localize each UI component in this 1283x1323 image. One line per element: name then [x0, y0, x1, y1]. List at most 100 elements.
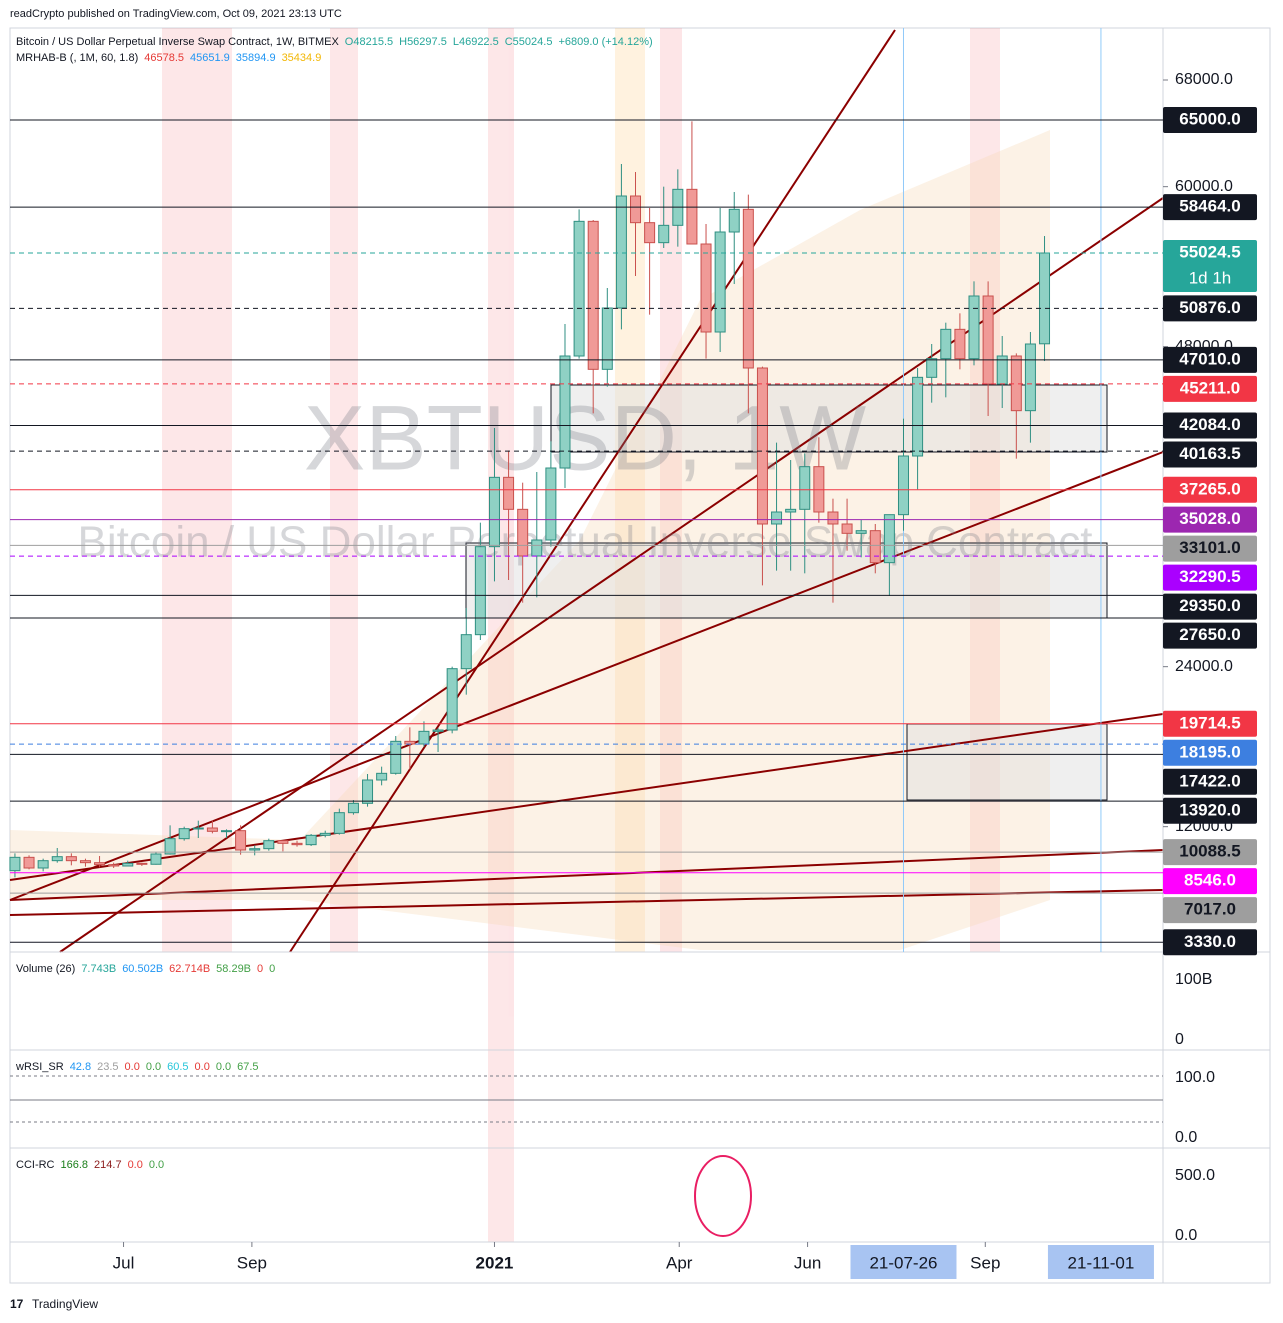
candle-body — [150, 853, 162, 865]
candle-body — [108, 864, 120, 867]
legend-item: 214.7 — [94, 1159, 122, 1171]
candle-body — [771, 511, 783, 525]
price-label-box — [1163, 240, 1257, 293]
candle-body — [615, 195, 627, 309]
price-label-box — [1163, 839, 1257, 866]
rsi-bounds — [10, 1075, 1163, 1123]
price-label: 13920.0 — [1179, 800, 1240, 819]
price-label: 45211.0 — [1180, 378, 1241, 397]
drawn-layer: Bitcoin / US Dollar Perpetual Inverse Sw… — [9, 28, 1257, 1279]
candle-body — [658, 224, 670, 244]
price-label: 55024.5 — [1179, 242, 1240, 261]
price-label-box — [1163, 535, 1257, 562]
legend-item: wRSI_SR — [15, 1061, 64, 1073]
pane-separators — [10, 28, 1270, 1283]
candle-body — [545, 467, 557, 541]
candle-body — [742, 208, 754, 369]
x-tick-label: Apr — [666, 1253, 693, 1272]
legend-item: Volume (26) — [16, 963, 75, 975]
price-label: 3330.0 — [1184, 932, 1236, 951]
candle-body — [517, 508, 529, 557]
legend-item: 0.0 — [128, 1159, 143, 1171]
price-label: 32290.5 — [1179, 567, 1240, 586]
legend-item: O48215.5 — [345, 36, 393, 48]
footer-brand: TradingView — [32, 1297, 98, 1311]
candle-body — [291, 842, 303, 846]
candle-body — [206, 827, 218, 832]
price-label: 50876.0 — [1179, 298, 1240, 317]
x-tick-label: 21-07-26 — [869, 1253, 937, 1272]
candle-body — [841, 523, 853, 534]
candle-body — [164, 838, 176, 855]
legend-item: 58.29B — [216, 963, 251, 975]
candle-body — [460, 634, 472, 670]
candle-body — [926, 358, 938, 378]
pane-axis-label: 500.0 — [1175, 1167, 1215, 1184]
price-label: 47010.0 — [1179, 349, 1240, 368]
price-label-box — [1163, 622, 1257, 649]
x-tick-label: Sep — [970, 1253, 1000, 1272]
legend-item: H56297.5 — [399, 36, 447, 48]
price-label-box — [1163, 295, 1257, 322]
legend-item: L46922.5 — [453, 36, 499, 48]
legend-item: 42.8 — [70, 1061, 91, 1073]
pane-axis-label: 100B — [1175, 971, 1212, 988]
candle-body — [362, 779, 374, 804]
zone-box — [906, 723, 1108, 801]
price-countdown: 1d 1h — [1189, 268, 1232, 287]
price-label-box — [1163, 768, 1257, 795]
legend-item: 46578.5 — [144, 52, 184, 64]
legend-item: 67.5 — [237, 1061, 258, 1073]
legend-row: Volume (26) 7.743B 60.502B 62.714B 58.29B 0 0 — [16, 963, 275, 975]
price-label-box — [1163, 897, 1257, 924]
legend-item: 60.5 — [167, 1061, 188, 1073]
candle-body — [9, 856, 21, 872]
watermark-symbol: XBTUSD, 1W — [304, 387, 866, 489]
candle-body — [220, 830, 232, 833]
candle-body — [883, 514, 895, 564]
price-label: 37265.0 — [1179, 479, 1240, 498]
candle-body — [869, 530, 881, 564]
price-label-box — [1163, 441, 1257, 468]
candle-body — [799, 466, 811, 510]
watermark-description: Bitcoin / US Dollar Perpetual Inverse Sw… — [78, 518, 1093, 567]
legend-item: 7.743B — [81, 963, 116, 975]
legend-item: 35434.9 — [282, 52, 322, 64]
candle-body — [982, 295, 994, 385]
frame — [9, 27, 1271, 1284]
legend-item: 0 — [269, 963, 275, 975]
candle-body — [1024, 343, 1036, 412]
candle-body — [347, 802, 359, 814]
legend-row: CCI-RC 166.8 214.7 0.0 0.0 — [16, 1159, 164, 1171]
legend-item: 0.0 — [125, 1061, 140, 1073]
legend-item: 0.0 — [195, 1061, 210, 1073]
candle-body — [855, 530, 867, 534]
price-label-box — [1163, 564, 1257, 591]
price-label: 35028.0 — [1179, 509, 1240, 528]
candle-body — [1039, 252, 1051, 345]
legend-item: 0.0 — [216, 1061, 231, 1073]
price-label-box — [1163, 506, 1257, 533]
candle-body — [559, 355, 571, 469]
candle-body — [474, 546, 486, 636]
candle-body — [249, 848, 261, 851]
candle-body — [686, 188, 698, 245]
price-label: 8546.0 — [1184, 871, 1236, 890]
price-label: 27650.0 — [1179, 625, 1240, 644]
cloud — [10, 130, 1050, 950]
price-label: 10088.5 — [1179, 842, 1240, 861]
price-label-box — [1163, 739, 1257, 766]
price-label-box — [1163, 375, 1257, 402]
x-tick-label: Sep — [237, 1253, 267, 1272]
price-label-box — [1163, 868, 1257, 895]
price-label: 19714.5 — [1179, 713, 1240, 732]
x-tick-label: 2021 — [476, 1253, 514, 1272]
candle-body — [630, 195, 642, 224]
candle-body — [940, 328, 952, 360]
price-label: 58464.0 — [1179, 197, 1240, 216]
price-label-box — [1163, 929, 1257, 956]
candle-body — [968, 295, 980, 360]
price-label: 7017.0 — [1184, 900, 1236, 919]
legend-item: 45651.9 — [190, 52, 230, 64]
